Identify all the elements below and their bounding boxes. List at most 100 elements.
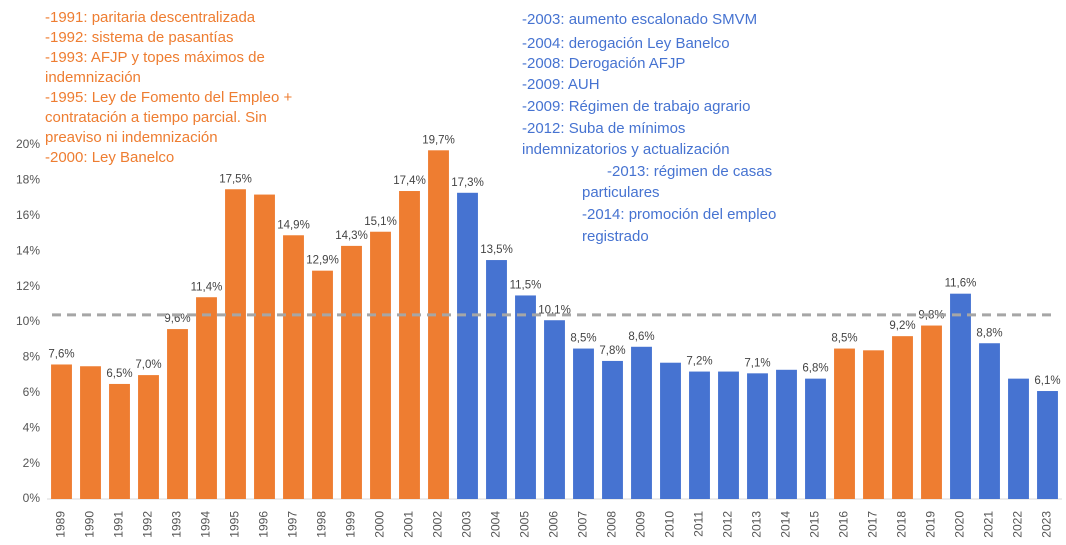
- value-label: 13,5%: [480, 244, 513, 256]
- bar: [167, 329, 188, 499]
- y-tick-label: 14%: [16, 243, 40, 257]
- x-tick-label: 2019: [924, 511, 938, 538]
- x-tick-label: 1989: [54, 511, 68, 538]
- bar: [718, 371, 739, 499]
- annotation: -1992: sistema de pasantías: [45, 29, 233, 46]
- x-tick-label: 2023: [1040, 511, 1054, 538]
- x-tick-label: 2020: [953, 511, 967, 538]
- bar: [457, 192, 478, 500]
- value-label: 9,6%: [164, 313, 190, 325]
- x-tick-label: 1991: [112, 511, 126, 538]
- x-tick-label: 2007: [576, 511, 590, 538]
- annotation: -2012: Suba de mínimos: [522, 120, 685, 137]
- y-tick-label: 2%: [23, 456, 41, 470]
- y-tick-label: 20%: [16, 137, 40, 151]
- x-tick-label: 1994: [199, 511, 213, 538]
- x-tick-label: 1992: [141, 511, 155, 538]
- bar: [979, 343, 1000, 499]
- x-tick-label: 1990: [83, 511, 97, 538]
- bar: [80, 366, 101, 499]
- annotation: contratación a tiempo parcial. Sin: [45, 109, 267, 126]
- y-tick-label: 0%: [23, 491, 41, 505]
- x-tick-label: 2014: [779, 511, 793, 538]
- bar: [544, 320, 565, 499]
- x-tick-label: 2004: [489, 511, 503, 538]
- x-tick-label: 2008: [605, 511, 619, 538]
- bar: [486, 260, 507, 499]
- value-label: 7,6%: [48, 349, 74, 361]
- bar: [602, 360, 623, 499]
- annotation: preaviso ni indemnización: [45, 129, 218, 146]
- bar: [370, 231, 391, 500]
- value-label: 12,9%: [306, 255, 339, 267]
- bar: [892, 336, 913, 499]
- x-tick-label: 1997: [286, 511, 300, 538]
- x-tick-label: 2022: [1011, 511, 1025, 538]
- bar: [341, 245, 362, 499]
- annotation: registrado: [582, 228, 649, 245]
- bar: [834, 348, 855, 499]
- bar: [1037, 391, 1058, 499]
- value-label: 9,8%: [918, 310, 944, 322]
- bar: [138, 375, 159, 499]
- value-label: 8,6%: [628, 331, 654, 343]
- bar: [399, 191, 420, 499]
- annotation: -2004: derogación Ley Banelco: [522, 35, 730, 52]
- value-label: 7,0%: [135, 359, 161, 371]
- value-label: 17,4%: [393, 175, 426, 187]
- x-tick-label: 1993: [170, 511, 184, 538]
- x-tick-label: 2009: [634, 511, 648, 538]
- x-tick-label: 2000: [373, 511, 387, 538]
- value-label: 7,2%: [686, 356, 712, 368]
- x-tick-label: 2021: [982, 511, 996, 538]
- bar: [689, 371, 710, 499]
- bar: [776, 369, 797, 499]
- annotation: -2008: Derogación AFJP: [522, 55, 685, 72]
- x-tick-label: 2016: [837, 511, 851, 538]
- y-tick-label: 10%: [16, 314, 40, 328]
- x-tick-label: 1995: [228, 511, 242, 538]
- annotation: -1991: paritaria descentralizada: [45, 9, 256, 26]
- value-label: 9,2%: [889, 320, 915, 332]
- bar: [950, 293, 971, 499]
- y-tick-label: 16%: [16, 208, 40, 222]
- bar: [631, 346, 652, 499]
- annotation: indemnizatorios y actualización: [522, 141, 730, 158]
- x-tick-label: 1996: [257, 511, 271, 538]
- value-label: 6,5%: [106, 368, 132, 380]
- annotation: -1993: AFJP y topes máximos de: [45, 49, 265, 66]
- value-label: 6,1%: [1034, 375, 1060, 387]
- value-label: 17,3%: [451, 177, 484, 189]
- bar: [51, 364, 72, 499]
- value-label: 15,1%: [364, 216, 397, 228]
- x-tick-label: 1999: [344, 511, 358, 538]
- annotation: -2003: aumento escalonado SMVM: [522, 11, 757, 28]
- bar: [254, 194, 275, 499]
- value-label: 10,1%: [538, 304, 571, 316]
- bar: [312, 270, 333, 499]
- bar: [805, 378, 826, 499]
- bar: [109, 383, 130, 499]
- y-tick-label: 12%: [16, 279, 40, 293]
- x-tick-label: 2006: [547, 511, 561, 538]
- value-label: 14,9%: [277, 219, 310, 231]
- y-tick-label: 6%: [23, 385, 41, 399]
- x-tick-label: 2015: [808, 511, 822, 538]
- y-tick-label: 8%: [23, 350, 41, 364]
- x-tick-label: 2018: [895, 511, 909, 538]
- annotation: -2009: AUH: [522, 76, 600, 93]
- bar: [283, 235, 304, 499]
- bar: [225, 189, 246, 499]
- annotation: -2000: Ley Banelco: [45, 149, 174, 166]
- value-label: 7,1%: [744, 357, 770, 369]
- x-tick-label: 2010: [663, 511, 677, 538]
- x-tick-label: 2011: [692, 511, 706, 537]
- bar: [573, 348, 594, 499]
- value-label: 6,8%: [802, 363, 828, 375]
- bar: [1008, 378, 1029, 499]
- annotation: -1995: Ley de Fomento del Empleo +: [45, 89, 292, 106]
- value-label: 8,5%: [831, 333, 857, 345]
- bar: [863, 350, 884, 499]
- value-label: 8,5%: [570, 333, 596, 345]
